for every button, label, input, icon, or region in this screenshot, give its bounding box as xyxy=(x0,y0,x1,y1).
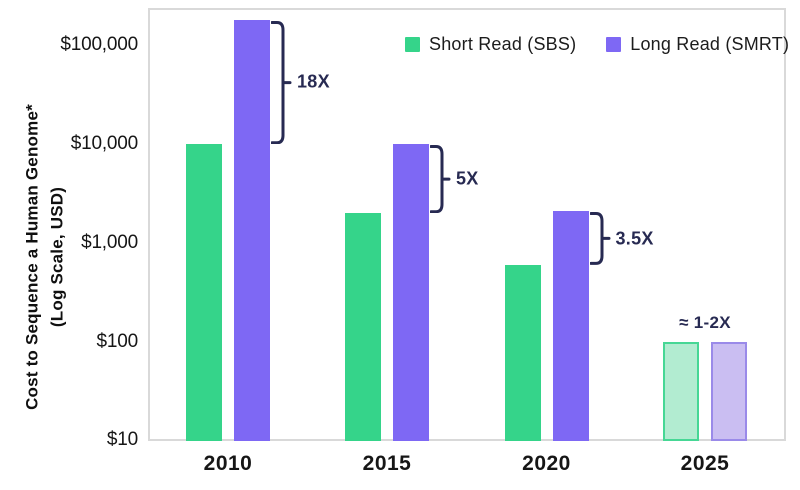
long-read-swatch-icon xyxy=(606,37,622,52)
bar-short-read-2020 xyxy=(504,264,541,441)
bar-short-read-2015 xyxy=(345,213,381,441)
ratio-label-2015: 5X xyxy=(456,168,479,189)
legend: Short Read (SBS) Long Read (SMRT) xyxy=(405,34,789,55)
y-tick-label: $10 xyxy=(106,429,138,450)
y-axis-title-line1: Cost to Sequence a Human Genome* xyxy=(22,104,42,410)
x-tick-label-2025: 2025 xyxy=(680,452,730,475)
y-tick-label: $1,000 xyxy=(81,232,138,253)
ratio-bracket-2015 xyxy=(430,145,451,214)
bar-long-read-2010 xyxy=(234,19,270,441)
x-tick-label-2020: 2020 xyxy=(522,452,571,475)
ratio-bracket-2020 xyxy=(589,212,610,265)
y-axis-title: Cost to Sequence a Human Genome* (Log Sc… xyxy=(20,104,69,410)
x-tick-label-2015: 2015 xyxy=(362,452,412,475)
ratio-label-2020: 3.5X xyxy=(615,228,654,249)
bar-short-read-2025-projected xyxy=(663,342,699,441)
legend-item-long-read: Long Read (SMRT) xyxy=(606,34,789,55)
y-tick-label: $100,000 xyxy=(60,34,138,55)
legend-item-short-read: Short Read (SBS) xyxy=(405,34,576,55)
y-tick-label: $100 xyxy=(96,331,139,352)
bar-long-read-2020 xyxy=(552,211,589,441)
bar-short-read-2010 xyxy=(186,144,222,441)
y-axis-title-line2: (Log Scale, USD) xyxy=(47,186,66,328)
legend-label-long-read: Long Read (SMRT) xyxy=(630,34,790,54)
ratio-bracket-2010 xyxy=(271,20,292,144)
x-tick-label-2010: 2010 xyxy=(203,452,253,475)
bar-long-read-2025-projected xyxy=(711,342,747,441)
legend-label-short-read: Short Read (SBS) xyxy=(429,34,577,54)
ratio-label-2025: ≈ 1-2X xyxy=(679,313,731,332)
ratio-label-2010: 18X xyxy=(297,71,330,92)
bar-long-read-2015 xyxy=(393,144,429,441)
short-read-swatch-icon xyxy=(405,37,420,52)
y-tick-label: $10,000 xyxy=(70,133,138,154)
